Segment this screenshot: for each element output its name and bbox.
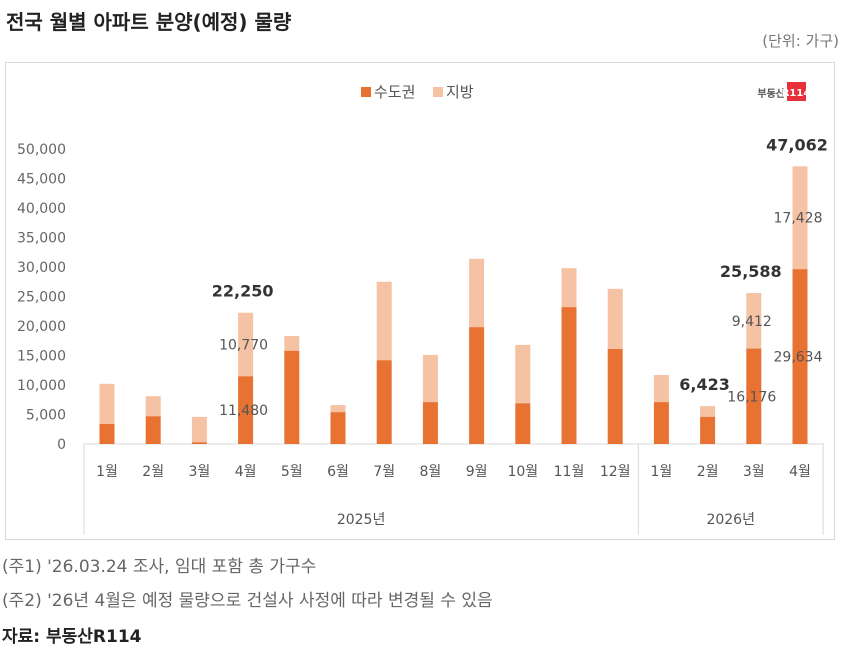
month-label: 11월	[554, 464, 585, 480]
bar-metro	[515, 403, 531, 444]
month-label: 12월	[600, 464, 631, 480]
bar-local	[330, 405, 346, 413]
y-tick-label: 10,000	[17, 378, 66, 394]
metro-value-label: 29,634	[774, 350, 823, 366]
month-label: 1월	[651, 464, 673, 480]
total-label: 22,250	[212, 282, 274, 301]
local-value-label: 9,412	[732, 314, 772, 330]
bar-local	[238, 312, 254, 377]
local-value-label: 10,770	[219, 337, 268, 353]
chart-frame	[5, 62, 835, 540]
note-1: (주1) '26.03.24 조사, 임대 포함 총 가구수	[2, 557, 317, 577]
bar-metro	[191, 442, 207, 444]
logo-badge-text: R114	[782, 88, 811, 99]
bar-metro	[561, 307, 577, 444]
month-label: 6월	[327, 464, 349, 480]
metro-value-label: 11,480	[219, 403, 268, 419]
y-tick-label: 35,000	[17, 231, 66, 247]
month-label: 3월	[743, 464, 765, 480]
month-label: 4월	[235, 464, 257, 480]
chart-title: 전국 월별 아파트 분양(예정) 물량	[6, 10, 292, 34]
month-label: 2월	[142, 464, 164, 480]
bar-local	[422, 354, 438, 403]
bar-local	[469, 258, 485, 328]
bar-metro	[653, 402, 669, 444]
bar-metro	[284, 350, 300, 444]
bar-metro	[376, 360, 392, 444]
bar-metro	[607, 349, 623, 444]
total-label: 25,588	[720, 262, 782, 281]
month-label: 8월	[420, 464, 442, 480]
source: 자료: 부동산R114	[2, 627, 142, 647]
bar-local	[145, 396, 161, 417]
bar-local	[746, 293, 762, 349]
bar-local	[607, 288, 623, 350]
legend-swatch-metro	[361, 87, 371, 97]
month-label: 9월	[466, 464, 488, 480]
local-value-label: 17,428	[774, 211, 823, 227]
metro-value-label: 16,176	[727, 389, 776, 405]
bar-metro	[746, 348, 762, 444]
y-tick-label: 45,000	[17, 172, 66, 188]
bar-metro	[792, 269, 808, 444]
bar-local	[99, 383, 115, 424]
bar-local	[792, 166, 808, 270]
year-label: 2026년	[706, 512, 755, 528]
logo-text: 부동산	[757, 87, 785, 100]
legend-label-metro: 수도권	[374, 83, 415, 101]
bar-metro	[422, 402, 438, 444]
y-tick-label: 50,000	[17, 142, 66, 158]
bar-local	[191, 416, 207, 443]
y-tick-label: 0	[57, 437, 66, 453]
logo-badge	[787, 82, 806, 101]
month-label: 2월	[697, 464, 719, 480]
unit-label: (단위: 가구)	[762, 32, 839, 50]
legend-label-local: 지방	[446, 83, 474, 101]
month-label: 4월	[789, 464, 811, 480]
y-tick-label: 30,000	[17, 260, 66, 276]
y-tick-label: 40,000	[17, 201, 66, 217]
month-label: 10월	[507, 464, 538, 480]
bar-local	[515, 344, 531, 404]
y-tick-label: 15,000	[17, 349, 66, 365]
bar-metro	[330, 412, 346, 444]
total-label: 47,062	[766, 135, 828, 154]
bar-local	[653, 374, 669, 403]
total-label: 6,423	[679, 375, 730, 394]
year-label: 2025년	[337, 512, 386, 528]
bar-local	[700, 406, 716, 417]
y-tick-label: 5,000	[26, 408, 66, 424]
bar-metro	[145, 416, 161, 444]
bar-metro	[238, 376, 254, 444]
bar-metro	[700, 416, 716, 444]
month-label: 7월	[373, 464, 395, 480]
bar-metro	[469, 327, 485, 444]
bar-local	[376, 281, 392, 361]
legend-swatch-local	[433, 87, 443, 97]
bar-local	[561, 268, 577, 308]
note-2: (주2) '26년 4월은 예정 물량으로 건설사 사정에 따라 변경될 수 있…	[2, 591, 493, 611]
month-label: 5월	[281, 464, 303, 480]
bar-metro	[99, 423, 115, 444]
y-tick-label: 25,000	[17, 290, 66, 306]
month-label: 3월	[189, 464, 211, 480]
month-label: 1월	[96, 464, 118, 480]
bar-local	[284, 336, 300, 351]
y-tick-label: 20,000	[17, 319, 66, 335]
